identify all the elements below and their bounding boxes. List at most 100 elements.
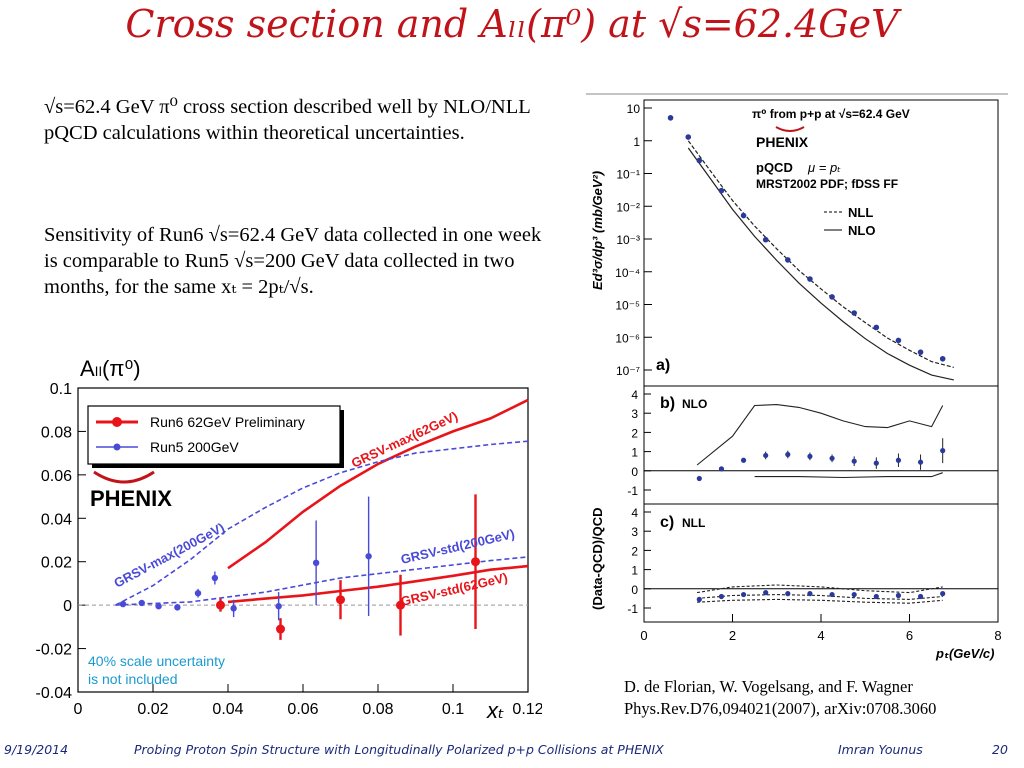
ratio-point xyxy=(807,453,813,459)
xsec-point xyxy=(895,337,902,344)
panel-a-legend-nll: NLL xyxy=(848,205,873,220)
ratio-point xyxy=(807,591,813,597)
pt-tick-label: 6 xyxy=(906,628,913,643)
panel-c-label: c) xyxy=(660,514,674,531)
scale-note-line2: is not included xyxy=(88,671,178,687)
xsec-point xyxy=(762,236,769,243)
ratio-point xyxy=(917,593,924,600)
all-logo: PHENIX xyxy=(90,486,172,511)
ratio-tick-label: 3 xyxy=(631,525,638,539)
log-tick-label: 10 xyxy=(627,102,641,116)
ratio-tick-label: 2 xyxy=(631,426,638,440)
log-tick-label: 10⁻² xyxy=(616,200,640,214)
phenix-logo-arc xyxy=(93,470,155,484)
ratio-tick-label: 0 xyxy=(631,583,638,597)
ratio-curve xyxy=(696,404,944,466)
ratio-point xyxy=(940,448,946,454)
xsec-point xyxy=(685,134,692,140)
ratio-point xyxy=(851,458,857,464)
footer-talk-title: Probing Proton Spin Structure with Longi… xyxy=(134,742,664,757)
ratio-point xyxy=(895,592,902,599)
panel-a-legend-nlo: NLO xyxy=(848,223,875,238)
pt-tick-label: 8 xyxy=(994,628,1001,643)
ratio-point xyxy=(873,460,879,466)
reference-line1: D. de Florian, W. Vogelsang, and F. Wagn… xyxy=(624,677,913,696)
cross-section-figure: Ed³σ/dp³ (mb/GeV²) (Data-QCD)/QCD 10110⁻… xyxy=(586,93,1008,661)
ratio-curve xyxy=(697,598,943,604)
ratio-point xyxy=(696,596,702,602)
ratio-tick-label: 4 xyxy=(631,506,638,520)
data-point xyxy=(365,553,372,560)
all-legend-shadow xyxy=(92,464,344,468)
data-point xyxy=(312,559,320,566)
reference-line2: Phys.Rev.D76,094021(2007), arXiv:0708.30… xyxy=(624,699,937,718)
legend-marker-run6 xyxy=(112,417,122,427)
ratio-point xyxy=(940,591,946,597)
data-point xyxy=(471,557,480,567)
xsec-point xyxy=(939,355,946,362)
ratio-point xyxy=(829,455,835,461)
ratio-tick-label: 1 xyxy=(631,446,638,460)
ratio-tick-label: -1 xyxy=(627,602,638,616)
x-tick-label: 0.08 xyxy=(362,701,393,718)
data-point xyxy=(216,600,225,610)
slide-title: Cross section and Aₗₗ(π⁰) at √s=62.4GeV xyxy=(125,2,899,46)
panel-a-legend-pqcd: pQCD xyxy=(756,160,793,175)
panel-a-ylabel: Ed³σ/dp³ (mb/GeV²) xyxy=(590,171,605,290)
legend-label-run5: Run5 200GeV xyxy=(150,439,239,455)
ratio-point xyxy=(917,459,924,465)
data-point xyxy=(138,599,145,607)
x-tick-label: 0.12 xyxy=(512,701,542,718)
panel-c-title: NLL xyxy=(682,516,705,530)
x-tick-label: 0.1 xyxy=(442,701,464,718)
y-tick-label: 0 xyxy=(63,598,72,615)
phenix-logo-arc-small xyxy=(775,126,805,132)
ratio-point xyxy=(895,457,902,463)
log-tick-label: 10⁻¹ xyxy=(616,168,640,182)
ratio-tick-label: -1 xyxy=(627,484,638,498)
ratio-point xyxy=(718,466,725,472)
reference: D. de Florian, W. Vogelsang, and F. Wagn… xyxy=(624,676,936,720)
data-point xyxy=(194,590,202,597)
ratio-point xyxy=(740,457,747,463)
log-tick-label: 10⁻⁴ xyxy=(615,266,640,280)
y-tick-label: 0.06 xyxy=(41,468,72,485)
y-tick-label: 0.02 xyxy=(41,555,72,572)
all-title: Aₗₗ(π⁰) xyxy=(80,356,141,381)
panel-a-legend-pdf: MRST2002 PDF; fDSS FF xyxy=(756,177,898,191)
xsec-point xyxy=(667,115,674,121)
x-tick-label: 0.04 xyxy=(212,701,243,718)
ratio-point xyxy=(829,591,835,598)
data-point xyxy=(155,603,162,610)
legend-marker-run5 xyxy=(113,443,121,451)
log-tick-label: 1 xyxy=(633,135,640,149)
xsec-point xyxy=(807,276,813,282)
legend-label-run6: Run6 62GeV Preliminary xyxy=(150,414,305,430)
panel-b-title: NLO xyxy=(682,397,707,411)
ratio-tick-label: 1 xyxy=(631,564,638,578)
data-point xyxy=(230,605,237,612)
ratio-point xyxy=(763,590,769,596)
xsec-point xyxy=(917,349,924,355)
panel-c-xlabel: pₜ(GeV/c) xyxy=(935,646,995,661)
ratio-point xyxy=(873,593,879,600)
theory-curve xyxy=(115,440,529,606)
ratio-tick-label: 2 xyxy=(631,544,638,558)
ratio-point xyxy=(696,475,702,482)
x-tick-label: 0 xyxy=(74,701,83,718)
ratio-point xyxy=(763,452,769,459)
xsec-point xyxy=(873,324,880,331)
panel-a-frame xyxy=(643,99,999,387)
log-tick-label: 10⁻³ xyxy=(616,233,640,247)
xsec-point xyxy=(785,257,791,263)
panel-a-label: a) xyxy=(656,357,670,374)
xsec-point xyxy=(851,310,857,316)
ratio-point xyxy=(851,591,857,598)
all-legend-box xyxy=(87,405,341,465)
footer-page: 20 xyxy=(992,742,1008,757)
xsec-curve xyxy=(687,140,954,368)
xsec-point xyxy=(696,157,703,164)
footer-author: Imran Younus xyxy=(838,742,923,757)
x-tick-label: 0.02 xyxy=(137,701,168,718)
y-tick-label: -0.02 xyxy=(36,642,73,659)
